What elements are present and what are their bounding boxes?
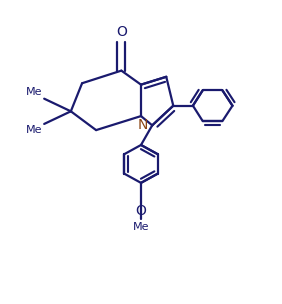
Text: N: N xyxy=(138,118,148,132)
Text: Me: Me xyxy=(133,222,149,232)
Text: O: O xyxy=(136,204,146,218)
Text: Me: Me xyxy=(26,125,43,135)
Text: Me: Me xyxy=(26,87,43,97)
Text: O: O xyxy=(116,25,127,39)
